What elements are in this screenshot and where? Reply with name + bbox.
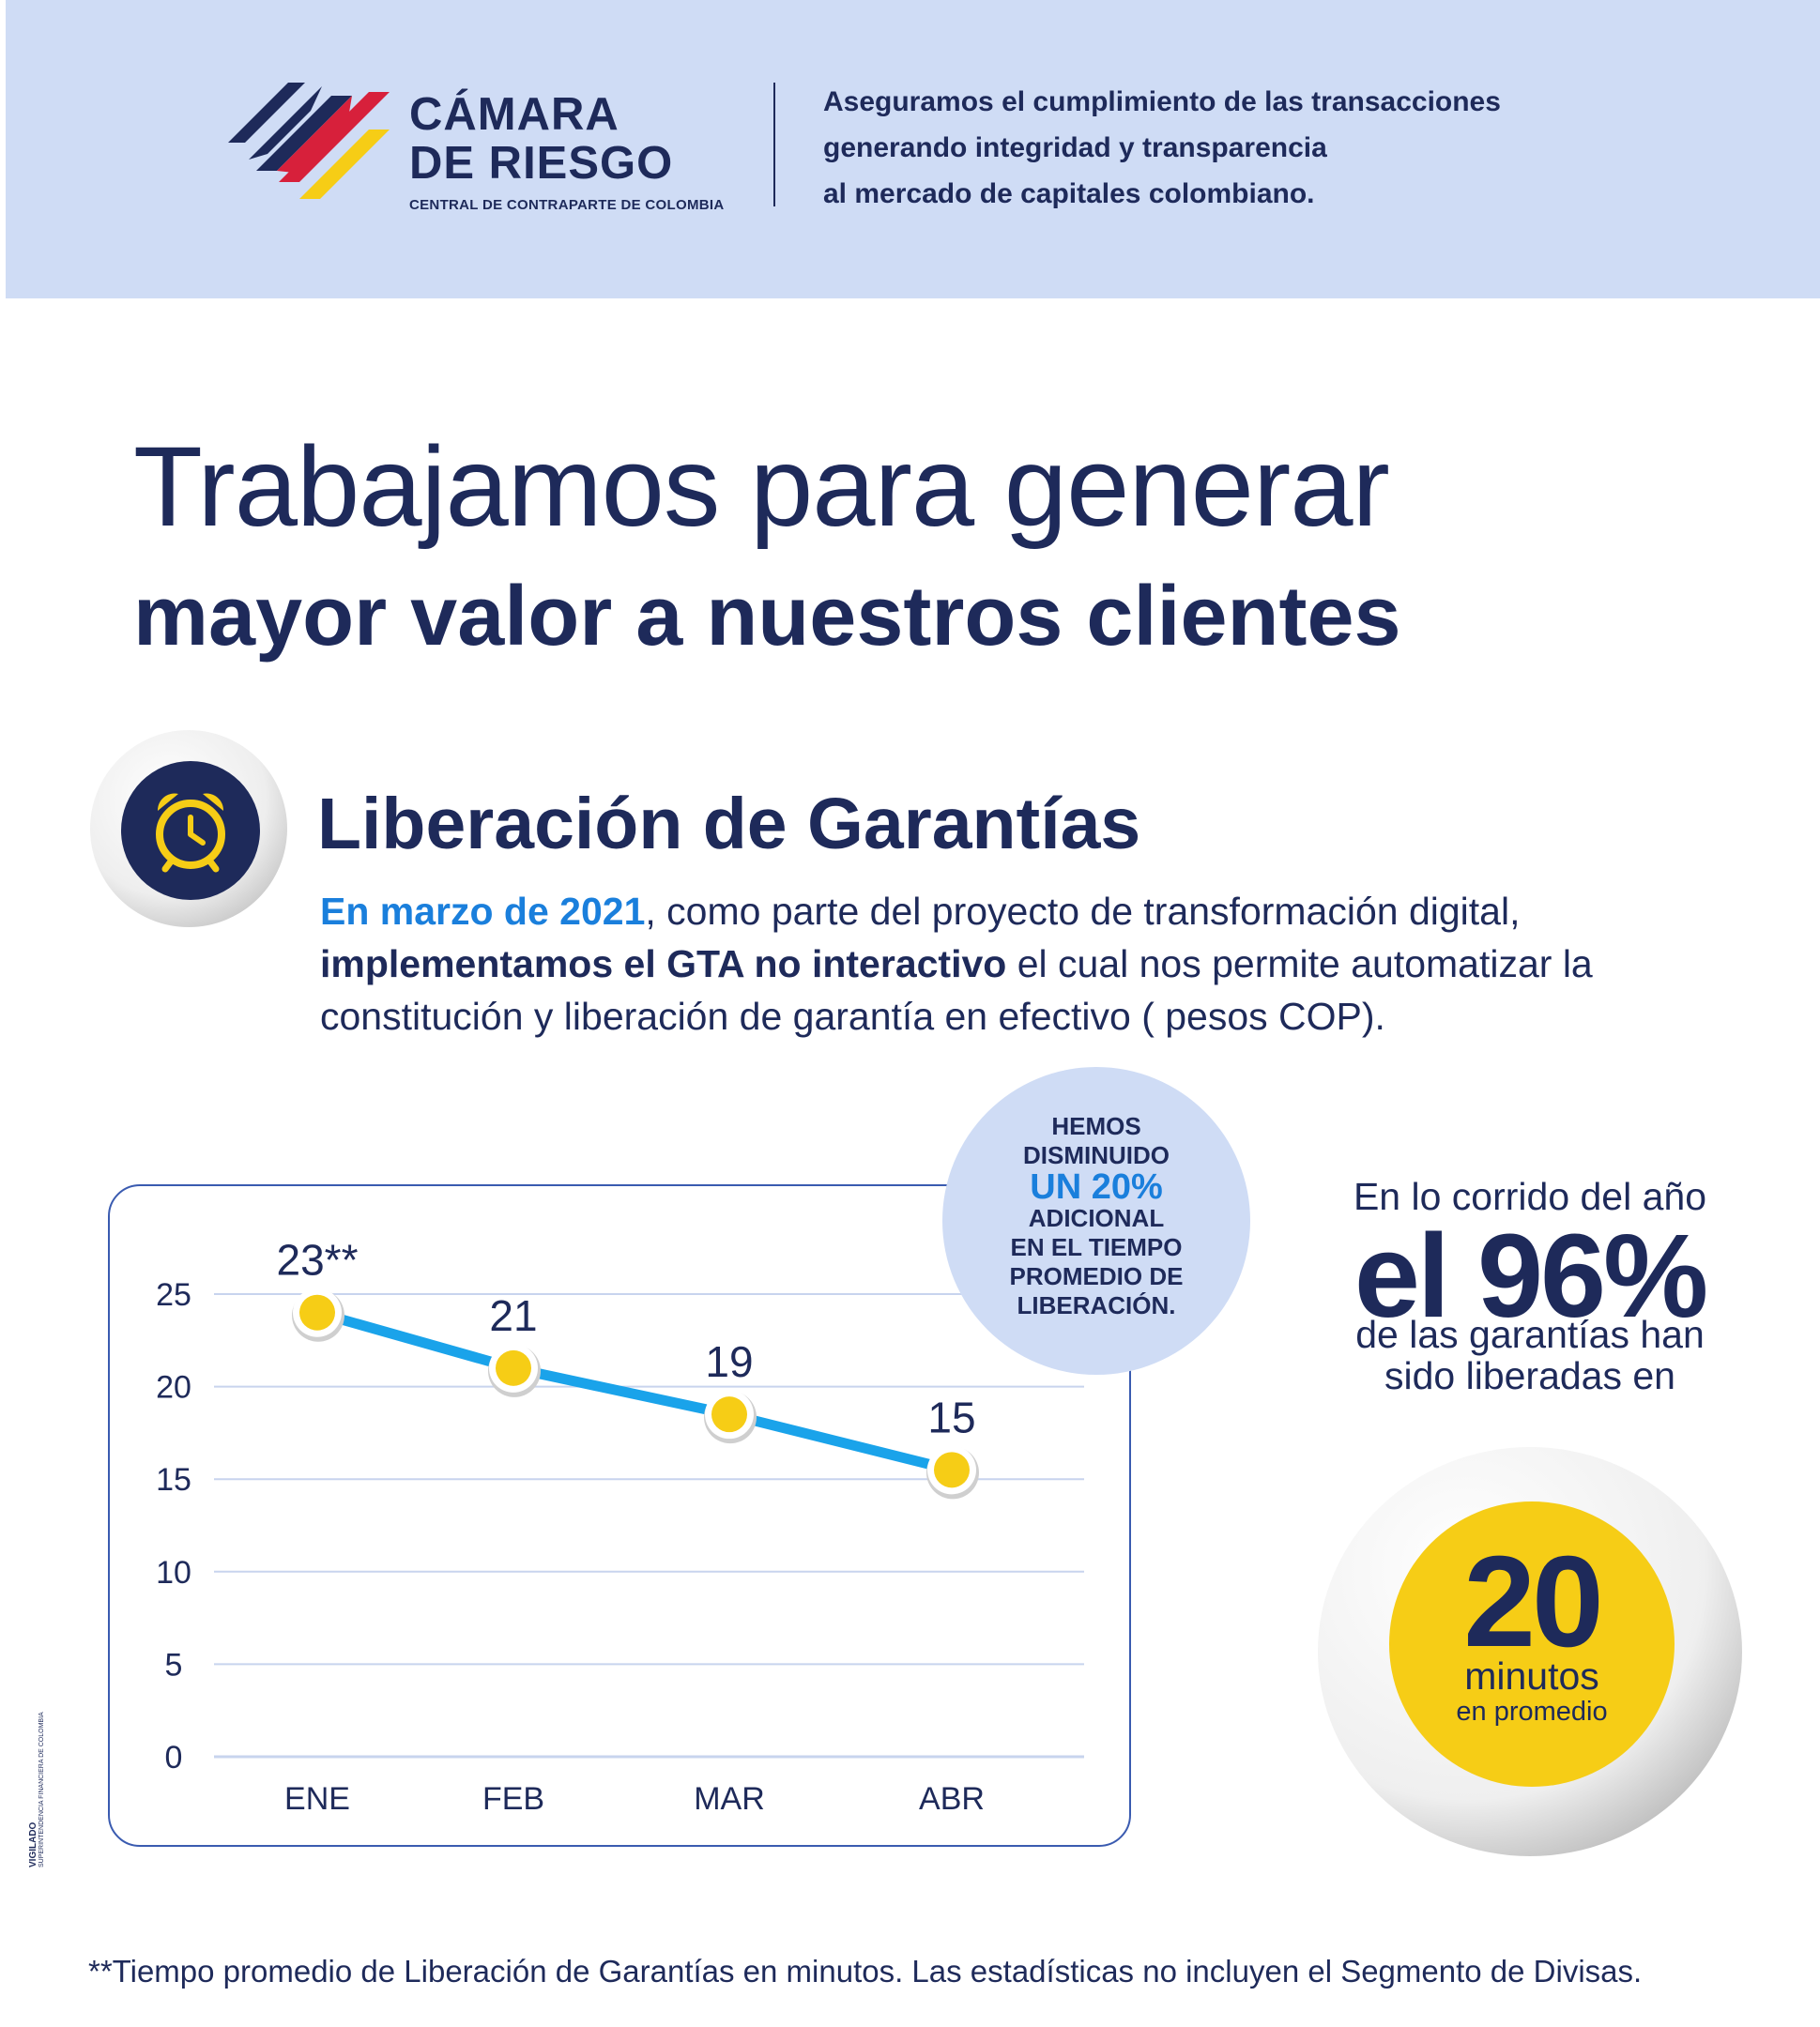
data-label: 15 <box>927 1393 975 1441</box>
data-label: 23** <box>277 1236 359 1285</box>
headline-line-1: Trabajamos para generar <box>133 422 1390 550</box>
data-point <box>934 1452 970 1488</box>
minutes-unit: minutos <box>1464 1654 1599 1698</box>
header-divider <box>773 83 775 206</box>
y-tick-label: 10 <box>156 1555 191 1591</box>
data-label: 19 <box>705 1337 753 1386</box>
y-tick-label: 25 <box>156 1277 191 1313</box>
data-label: 21 <box>489 1291 537 1340</box>
series-line <box>312 1307 957 1475</box>
callout-line-1: HEMOS <box>1051 1112 1141 1140</box>
callout-bubble <box>942 1067 1250 1375</box>
intro-bold: implementamos el GTA no interactivo <box>320 942 1007 985</box>
data-point <box>711 1396 747 1433</box>
minutes-subtitle: en promedio <box>1456 1697 1608 1727</box>
y-tick-label: 15 <box>156 1462 191 1498</box>
intro-highlight: En marzo de 2021 <box>320 890 646 933</box>
callout-line-3: ADICIONAL <box>1028 1204 1165 1232</box>
callout-line-2: DISMINUIDO <box>1023 1141 1170 1169</box>
alarm-clock-icon <box>90 730 287 927</box>
stat-percentage: el 96% <box>1354 1210 1708 1342</box>
logo-title: CÁMARA DE RIESGO <box>409 89 674 189</box>
callout-accent: UN 20% <box>1030 1167 1163 1207</box>
callout-line-5: PROMEDIO DE <box>1009 1262 1184 1290</box>
stat-lead: En lo corrido del año <box>1353 1175 1707 1218</box>
vigilado-seal: VIGILADO SUPERINTENDENCIA FINANCIERA DE … <box>28 1689 84 1867</box>
section-title: Liberación de Garantías <box>317 784 1141 864</box>
minutes-badge <box>1318 1447 1742 1856</box>
x-tick-label: ENE <box>284 1781 350 1817</box>
minutes-number: 20 <box>1463 1530 1604 1674</box>
x-tick-label: ABR <box>919 1781 985 1817</box>
line-chart: 0 5 10 15 20 25 ENE FEB MAR ABR 23** 21 19 15 <box>156 1236 1084 1817</box>
callout-text: HEMOS DISMINUIDO UN 20% ADICIONAL EN EL … <box>942 1112 1250 1320</box>
camara-de-riesgo-logo-icon <box>228 83 390 199</box>
header-tagline: Aseguramos el cumplimiento de las transa… <box>823 86 1501 209</box>
section-intro: En marzo de 2021, como parte del proyect… <box>320 885 1784 1043</box>
headline-line-2: mayor valor a nuestros clientes <box>133 570 1401 663</box>
data-point <box>299 1294 335 1331</box>
logo-subtitle: CENTRAL DE CONTRAPARTE DE COLOMBIA <box>409 197 725 213</box>
data-point <box>496 1349 531 1386</box>
vigilado-entity: SUPERINTENDENCIA FINANCIERA DE COLOMBIA <box>38 1712 45 1867</box>
callout-line-4: EN EL TIEMPO <box>1010 1233 1183 1261</box>
vigilado-label: VIGILADO <box>28 1821 38 1867</box>
x-tick-label: FEB <box>482 1781 544 1817</box>
y-tick-label: 5 <box>165 1647 183 1683</box>
x-tick-label: MAR <box>694 1781 765 1817</box>
y-tick-label: 0 <box>165 1740 183 1776</box>
intro-text-1: , como parte del proyecto de transformac… <box>645 890 1521 933</box>
stat-tail: de las garantías han sido liberadas en <box>1355 1313 1705 1397</box>
y-tick-label: 20 <box>156 1370 191 1406</box>
callout-line-6: LIBERACIÓN. <box>1017 1291 1176 1319</box>
footnote: **Tiempo promedio de Liberación de Garan… <box>88 1954 1643 1989</box>
intro-text-2: el cual nos permite automatizar la const… <box>320 942 1593 1038</box>
